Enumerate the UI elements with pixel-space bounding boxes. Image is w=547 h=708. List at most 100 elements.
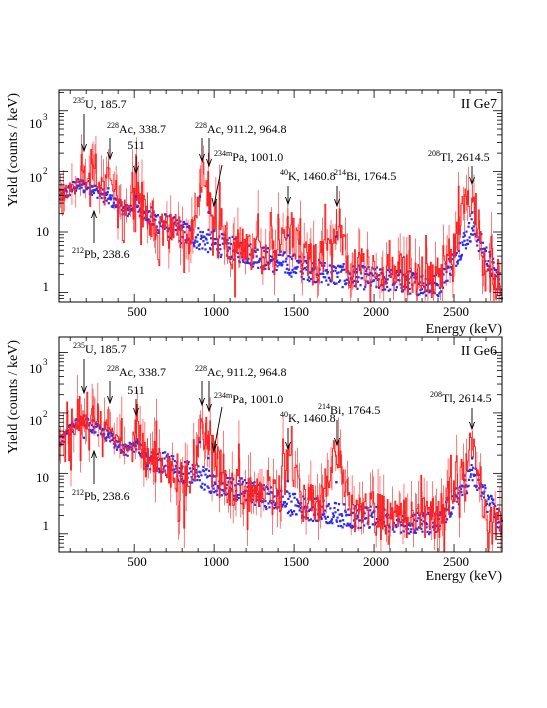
- simulation-point: [171, 468, 174, 472]
- simulation-point: [411, 522, 414, 525]
- simulation-point: [219, 248, 222, 251]
- simulation-point: [158, 469, 162, 472]
- simulation-point: [188, 472, 191, 475]
- simulation-point: [334, 502, 338, 505]
- simulation-point: [194, 239, 197, 242]
- simulation-point: [341, 514, 344, 517]
- simulation-point: [145, 453, 148, 457]
- simulation-point: [290, 500, 293, 503]
- simulation-point: [214, 482, 217, 486]
- simulation-point: [183, 222, 187, 225]
- simulation-point: [440, 290, 443, 293]
- simulation-point: [455, 264, 458, 267]
- simulation-point: [289, 255, 292, 258]
- plot-area: [58, 374, 503, 552]
- simulation-point: [405, 286, 408, 289]
- simulation-point: [87, 418, 90, 421]
- simulation-point: [369, 509, 372, 512]
- simulation-point: [385, 282, 388, 285]
- simulation-point: [137, 451, 141, 454]
- simulation-point: [168, 455, 171, 459]
- simulation-point: [163, 227, 166, 230]
- simulation-point: [237, 496, 240, 500]
- simulation-point: [418, 293, 421, 296]
- simulation-point: [485, 246, 488, 249]
- simulation-point: [225, 254, 229, 257]
- simulation-point: [262, 487, 265, 490]
- measured-histogram: [59, 374, 503, 552]
- simulation-point: [335, 282, 338, 285]
- simulation-point: [377, 286, 381, 289]
- simulation-point: [200, 474, 203, 477]
- simulation-point: [389, 288, 392, 291]
- peak-annotation: 235U, 185.7: [73, 341, 127, 395]
- simulation-point: [307, 276, 310, 279]
- svg-text:511: 511: [127, 138, 145, 152]
- simulation-point: [207, 486, 210, 489]
- simulation-point: [316, 519, 319, 522]
- simulation-point: [480, 247, 483, 251]
- simulation-point: [303, 266, 306, 270]
- simulation-point: [447, 266, 450, 269]
- simulation-point: [384, 288, 387, 291]
- simulation-point: [99, 186, 103, 189]
- simulation-point: [374, 272, 377, 275]
- simulation-point: [169, 237, 172, 240]
- simulation-point: [179, 220, 182, 223]
- histogram-line: [59, 149, 503, 302]
- simulation-point: [177, 470, 180, 473]
- simulation-point: [348, 513, 351, 516]
- simulation-point: [371, 515, 374, 519]
- simulation-point: [477, 238, 480, 242]
- simulation-point: [250, 501, 254, 504]
- simulation-point: [477, 473, 480, 476]
- simulation-point: [167, 235, 170, 238]
- simulation-point: [423, 290, 426, 294]
- simulation-point: [469, 475, 472, 478]
- simulation-point: [473, 484, 476, 487]
- simulation-point: [346, 278, 349, 281]
- simulation-point: [314, 281, 318, 284]
- simulation-point: [236, 498, 239, 501]
- x-tick-label: 1000: [203, 304, 229, 319]
- simulation-point: [148, 210, 151, 213]
- simulation-point: [245, 482, 248, 485]
- simulation-point: [71, 430, 74, 433]
- simulation-point: [150, 455, 153, 458]
- simulation-point: [136, 440, 139, 443]
- simulation-point: [224, 233, 227, 237]
- simulation-point: [264, 263, 267, 267]
- simulation-point: [297, 259, 300, 262]
- simulation-point: [150, 206, 153, 209]
- simulation-point: [386, 278, 389, 281]
- simulation-point: [276, 265, 279, 268]
- simulation-point: [461, 485, 465, 488]
- simulation-point: [220, 494, 223, 497]
- simulation-point: [463, 239, 466, 242]
- simulation-point: [472, 229, 475, 232]
- simulation-point: [414, 531, 417, 534]
- simulation-point: [335, 519, 338, 522]
- simulation-point: [81, 183, 84, 186]
- simulation-point: [198, 441, 202, 444]
- x-axis-label: Energy (keV): [426, 569, 503, 584]
- simulation-point: [276, 489, 279, 492]
- simulation-point: [394, 288, 397, 292]
- simulation-point: [401, 290, 404, 293]
- simulation-point: [456, 260, 459, 264]
- simulation-point: [209, 248, 212, 251]
- simulation-point: [340, 512, 343, 516]
- simulation-point: [488, 255, 492, 258]
- simulation-point: [291, 513, 294, 516]
- simulation-point: [458, 255, 461, 258]
- simulation-point: [133, 443, 136, 446]
- simulation-point: [306, 278, 309, 281]
- simulation-point: [207, 456, 210, 460]
- simulation-point: [345, 282, 348, 285]
- simulation-point: [464, 247, 468, 250]
- simulation-point: [240, 477, 243, 480]
- simulation-point: [157, 467, 161, 470]
- simulation-point: [240, 492, 243, 495]
- simulation-point: [197, 465, 200, 468]
- simulation-point: [268, 500, 272, 503]
